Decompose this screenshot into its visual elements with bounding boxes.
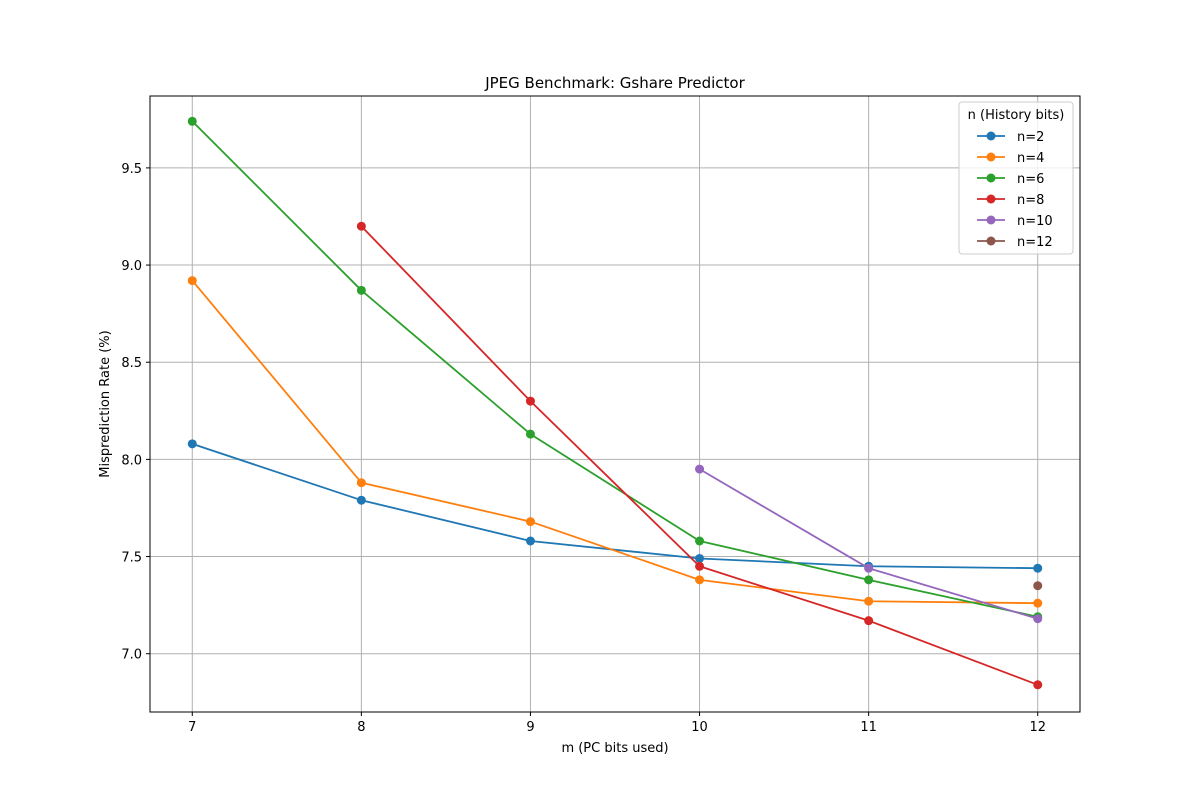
data-point bbox=[1033, 581, 1043, 591]
x-axis-ticks: 7 8 9 10 11 12 bbox=[188, 712, 1046, 735]
series-n-4 bbox=[187, 276, 1043, 608]
data-point bbox=[695, 536, 705, 546]
data-point bbox=[695, 553, 705, 563]
legend-label: n=4 bbox=[1017, 151, 1044, 166]
data-point bbox=[864, 563, 874, 573]
data-point bbox=[525, 396, 535, 406]
legend-entry: n=4 bbox=[977, 151, 1044, 166]
data-point bbox=[356, 495, 366, 505]
chart-title: JPEG Benchmark: Gshare Predictor bbox=[484, 74, 745, 92]
y-tick-label: 8.5 bbox=[121, 356, 142, 371]
x-tick-label: 8 bbox=[357, 720, 365, 735]
data-point bbox=[864, 616, 874, 626]
y-tick-label: 7.0 bbox=[121, 648, 142, 663]
legend-label: n=12 bbox=[1017, 235, 1053, 250]
legend-entry: n=12 bbox=[977, 235, 1053, 250]
series-n-10 bbox=[695, 464, 1043, 624]
data-point bbox=[1033, 598, 1043, 608]
data-point bbox=[525, 517, 535, 527]
y-axis-title: Misprediction Rate (%) bbox=[98, 330, 113, 477]
series-n-6 bbox=[187, 116, 1043, 622]
legend-marker bbox=[986, 131, 996, 141]
data-point bbox=[1033, 563, 1043, 573]
legend-marker bbox=[986, 236, 996, 246]
x-tick-label: 10 bbox=[691, 720, 708, 735]
plot-frame bbox=[149, 95, 1081, 713]
x-axis-title: m (PC bits used) bbox=[561, 741, 668, 756]
data-point bbox=[864, 596, 874, 606]
series-line-n-2 bbox=[191, 442, 1038, 570]
legend-label: n=8 bbox=[1017, 193, 1044, 208]
data-point bbox=[525, 536, 535, 546]
data-point bbox=[356, 285, 366, 295]
y-tick-label: 8.0 bbox=[121, 453, 142, 468]
x-tick-label: 11 bbox=[860, 720, 877, 735]
series-n-8 bbox=[356, 221, 1043, 690]
y-axis-ticks: 7.0 7.5 8.0 8.5 9.0 9.5 bbox=[121, 162, 150, 663]
legend-marker bbox=[986, 194, 996, 204]
x-tick-label: 7 bbox=[188, 720, 196, 735]
data-point bbox=[695, 561, 705, 571]
legend-marker bbox=[986, 215, 996, 225]
legend-label: n=10 bbox=[1017, 214, 1053, 229]
data-point bbox=[695, 464, 705, 474]
legend-title: n (History bits) bbox=[968, 108, 1065, 123]
series-line-n-6 bbox=[191, 120, 1038, 618]
legend-entry: n=10 bbox=[977, 214, 1053, 229]
y-tick-label: 9.0 bbox=[121, 259, 142, 274]
x-tick-label: 9 bbox=[526, 720, 534, 735]
data-point bbox=[187, 439, 197, 449]
y-tick-label: 7.5 bbox=[121, 551, 142, 566]
data-point bbox=[864, 575, 874, 585]
x-tick-label: 12 bbox=[1029, 720, 1046, 735]
series-n-12 bbox=[1033, 581, 1043, 591]
data-point bbox=[525, 429, 535, 439]
legend-box bbox=[958, 101, 1074, 255]
legend: n (History bits) n=2 n=4 n=6 n=8 n=10 n=12 bbox=[958, 101, 1074, 255]
data-point bbox=[695, 575, 705, 585]
legend-entry: n=6 bbox=[977, 172, 1044, 187]
legend-marker bbox=[986, 152, 996, 162]
legend-entry: n=8 bbox=[977, 193, 1044, 208]
data-point bbox=[356, 221, 366, 231]
data-point bbox=[1033, 680, 1043, 690]
data-point bbox=[356, 478, 366, 488]
legend-entries: n=2 n=4 n=6 n=8 n=10 n=12 bbox=[977, 130, 1053, 250]
series-group bbox=[187, 116, 1043, 690]
data-point bbox=[1033, 614, 1043, 624]
legend-label: n=2 bbox=[1017, 130, 1044, 145]
legend-label: n=6 bbox=[1017, 172, 1044, 187]
legend-marker bbox=[986, 173, 996, 183]
data-point bbox=[187, 116, 197, 126]
legend-entry: n=2 bbox=[977, 130, 1044, 145]
data-point bbox=[187, 276, 197, 286]
series-line-n-4 bbox=[191, 280, 1038, 605]
y-tick-label: 9.5 bbox=[121, 162, 142, 177]
